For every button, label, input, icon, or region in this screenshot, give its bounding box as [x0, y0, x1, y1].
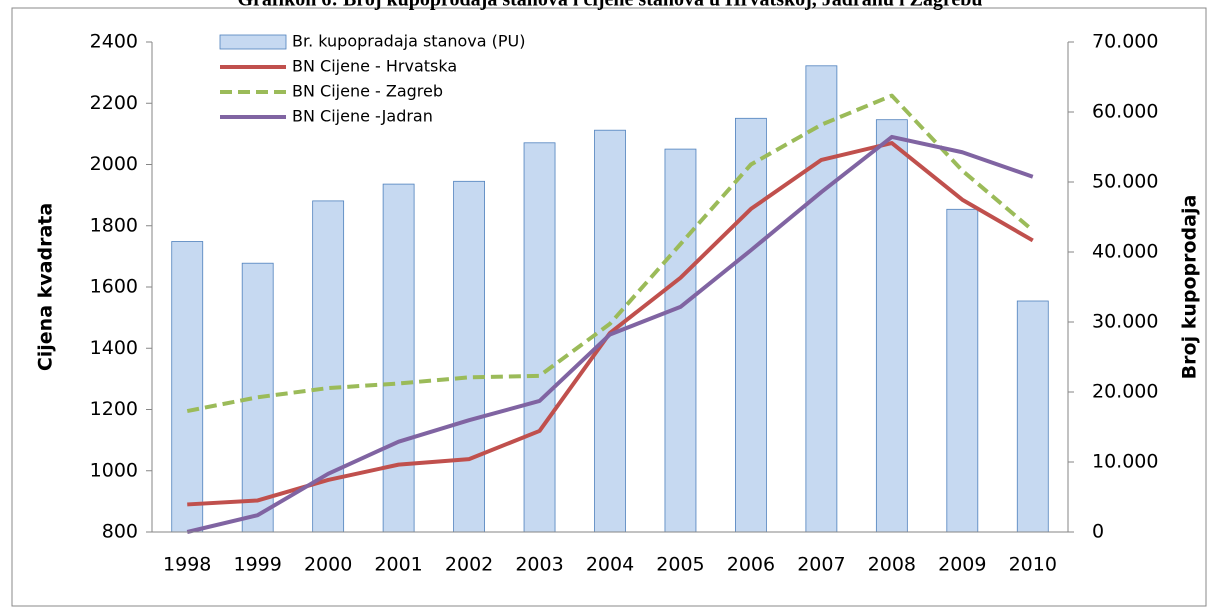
x-tick-label: 2004 — [586, 554, 634, 576]
y-tick-label: 1400 — [90, 337, 138, 359]
y-tick-label: 1600 — [90, 276, 138, 298]
y2-tick-label: 60.000 — [1092, 101, 1158, 123]
chart-title: Grafikon 6: Broj kupoprodaja stanova i c… — [237, 0, 982, 11]
bar — [523, 142, 556, 533]
y2-axis-label: Broj kupoprodaja — [1179, 195, 1201, 380]
line-series — [186, 134, 1034, 534]
x-tick-label: 2006 — [727, 554, 775, 576]
legend-label: Br. kupopradaja stanova (PU) — [292, 32, 526, 51]
y-tick-label: 2400 — [90, 31, 138, 53]
y-tick-label: 2000 — [90, 153, 138, 175]
x-tick-label: 1998 — [163, 554, 211, 576]
bar — [946, 208, 979, 533]
legend-label: BN Cijene - Hrvatska — [292, 57, 457, 76]
y2-tick-label: 50.000 — [1092, 171, 1158, 193]
bar — [875, 119, 908, 533]
bar — [382, 183, 415, 533]
y-tick-label: 1000 — [90, 459, 138, 481]
legend-label: BN Cijene - Zagreb — [292, 82, 443, 101]
bar — [805, 65, 838, 533]
legend-label: BN Cijene -Jadran — [292, 107, 433, 126]
legend-swatch — [219, 34, 287, 50]
x-tick-label: 2009 — [938, 554, 986, 576]
y2-tick-label: 20.000 — [1092, 381, 1158, 403]
line-series — [186, 93, 1035, 413]
bar — [735, 117, 767, 533]
y2-tick-label: 10.000 — [1092, 451, 1158, 473]
x-tick-label: 2000 — [304, 554, 352, 576]
y-tick-label: 1200 — [90, 398, 138, 420]
x-tick-label: 2007 — [797, 554, 845, 576]
y-axis-label: Cijena kvadrata — [35, 203, 57, 371]
x-tick-label: 2008 — [868, 554, 916, 576]
y2-tick-label: 0 — [1092, 521, 1104, 543]
x-tick-label: 2005 — [656, 554, 704, 576]
x-tick-label: 2010 — [1009, 554, 1057, 576]
y-tick-label: 2200 — [90, 92, 138, 114]
y2-tick-label: 30.000 — [1092, 311, 1158, 333]
bar — [1016, 300, 1049, 533]
x-tick-label: 2003 — [515, 554, 563, 576]
chart-border — [11, 7, 1207, 607]
y-tick-label: 800 — [102, 521, 138, 543]
bar — [664, 148, 697, 533]
bar — [453, 180, 485, 533]
x-tick-label: 1999 — [234, 554, 282, 576]
bar — [171, 241, 204, 533]
x-tick-label: 2001 — [374, 554, 422, 576]
y-tick-label: 1800 — [90, 214, 138, 236]
x-tick-label: 2002 — [445, 554, 493, 576]
y2-tick-label: 70.000 — [1092, 31, 1158, 53]
y2-tick-label: 40.000 — [1092, 241, 1158, 263]
